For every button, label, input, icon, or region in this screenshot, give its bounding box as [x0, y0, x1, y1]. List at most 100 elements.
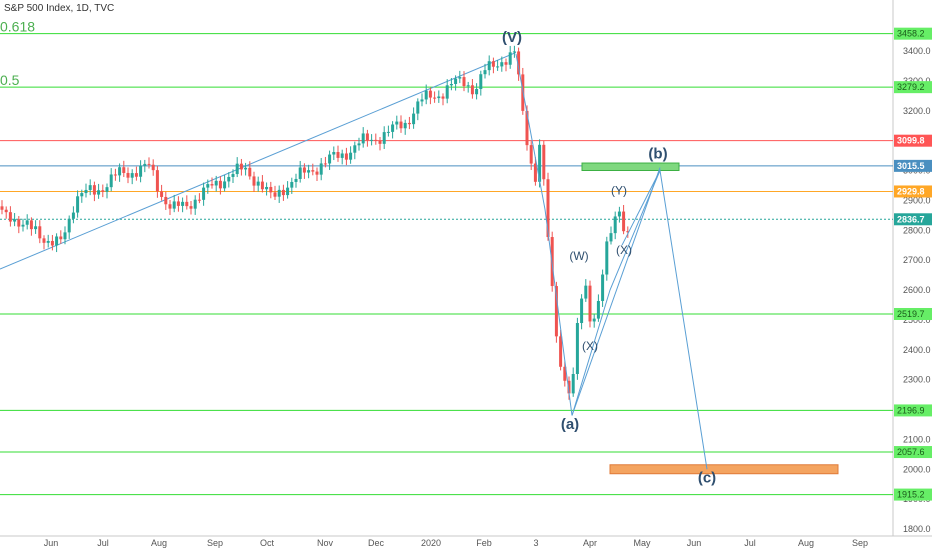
candle-body	[210, 184, 214, 186]
candle-body	[601, 274, 605, 301]
wave-label: (b)	[648, 146, 667, 163]
y-tick-label: 2300.0	[903, 375, 931, 385]
candle-body	[542, 144, 546, 180]
candle-body	[403, 122, 407, 129]
candle-body	[172, 201, 176, 209]
candle-body	[269, 186, 273, 193]
x-tick-label: May	[633, 538, 651, 548]
y-tick-label: 3300.0	[903, 76, 931, 86]
candle-body	[580, 298, 584, 324]
level-tag-label: 2836.7	[897, 214, 925, 224]
candle-body	[374, 139, 378, 141]
level-tag-label: 3279.2	[897, 82, 925, 92]
candle-body	[181, 201, 185, 206]
y-tick-label: 2000.0	[903, 464, 931, 474]
level-tag-label: 2057.6	[897, 447, 925, 457]
candle-body	[407, 122, 411, 125]
candle-body	[294, 178, 298, 182]
candle-body	[307, 170, 311, 173]
x-tick-label: 3	[533, 538, 538, 548]
level-tag-label: 2929.8	[897, 186, 925, 196]
candle-body	[277, 189, 281, 197]
candle-body	[55, 236, 59, 246]
candle-body	[626, 231, 630, 233]
level-tag	[894, 81, 932, 94]
candle-body	[412, 113, 416, 125]
candle-body	[622, 211, 626, 232]
candle-body	[197, 199, 201, 201]
candle-body	[554, 286, 558, 337]
candle-body	[445, 85, 449, 99]
candle-body	[139, 165, 143, 177]
level-tag	[894, 404, 932, 417]
level-tag-label: 2519.7	[897, 309, 925, 319]
candle-body	[323, 163, 327, 165]
candle-body	[260, 181, 264, 190]
candle-body	[59, 236, 63, 240]
candle-body	[344, 153, 348, 160]
candle-body	[617, 211, 621, 217]
candle-body	[588, 285, 592, 322]
candle-body	[370, 139, 374, 141]
candle-body	[302, 167, 306, 173]
candle-body	[559, 336, 563, 367]
candle-body	[105, 187, 109, 192]
trendline	[0, 52, 517, 270]
candle-body	[336, 152, 340, 158]
y-tick-label: 2900.0	[903, 195, 931, 205]
candle-body	[567, 380, 571, 394]
candle-body	[71, 212, 75, 219]
hidden-path	[51, 54, 516, 251]
candle-body	[332, 152, 336, 155]
candle-body	[517, 51, 521, 75]
candle-body	[273, 192, 277, 197]
candle-body	[596, 300, 600, 319]
x-tick-label: Feb	[476, 538, 492, 548]
level-tag-label: 3099.8	[897, 136, 925, 146]
candle-body	[244, 167, 248, 170]
x-tick-label: Jul	[744, 538, 756, 548]
candle-body	[483, 70, 487, 75]
level-tag	[894, 488, 932, 501]
candle-body	[63, 232, 67, 240]
candle-body	[281, 189, 285, 196]
candle-body	[265, 186, 269, 190]
wave-label: (a)	[561, 416, 579, 433]
candle-body	[298, 167, 302, 179]
chart-header-symbol: S&P 500 Index, 1D, TVC	[4, 3, 115, 14]
candle-body	[395, 121, 399, 125]
fib-label: 0.618	[0, 19, 35, 35]
wave-b-line	[571, 167, 661, 416]
candle-body	[50, 240, 54, 246]
y-tick-label: 3400.0	[903, 46, 931, 56]
candle-body	[38, 226, 42, 239]
candle-body	[17, 219, 21, 227]
candle-body	[319, 163, 323, 175]
candle-body	[357, 143, 361, 146]
x-tick-label: Oct	[260, 538, 275, 548]
y-tick-label: 2800.0	[903, 225, 931, 235]
candle-body	[487, 61, 491, 71]
candle-body	[4, 209, 8, 213]
x-tick-label: Aug	[798, 538, 814, 548]
candle-body	[134, 173, 138, 177]
candle-body	[84, 189, 88, 194]
candle-body	[500, 62, 504, 67]
candle-body	[563, 366, 567, 381]
candle-body	[470, 85, 474, 95]
wave-label: (X)	[582, 339, 598, 353]
candle-body	[101, 190, 105, 192]
candle-body	[286, 187, 290, 196]
candle-body	[382, 132, 386, 144]
wave-label: (Y)	[611, 183, 627, 197]
wave-label: (W)	[569, 249, 588, 263]
candle-body	[538, 144, 542, 182]
candle-body	[386, 131, 390, 133]
level-tag-label: 3015.5	[897, 161, 925, 171]
candle-body	[46, 240, 50, 243]
candle-body	[185, 201, 189, 207]
y-tick-label: 2600.0	[903, 285, 931, 295]
candle-body	[424, 90, 428, 100]
candle-body	[433, 97, 437, 99]
